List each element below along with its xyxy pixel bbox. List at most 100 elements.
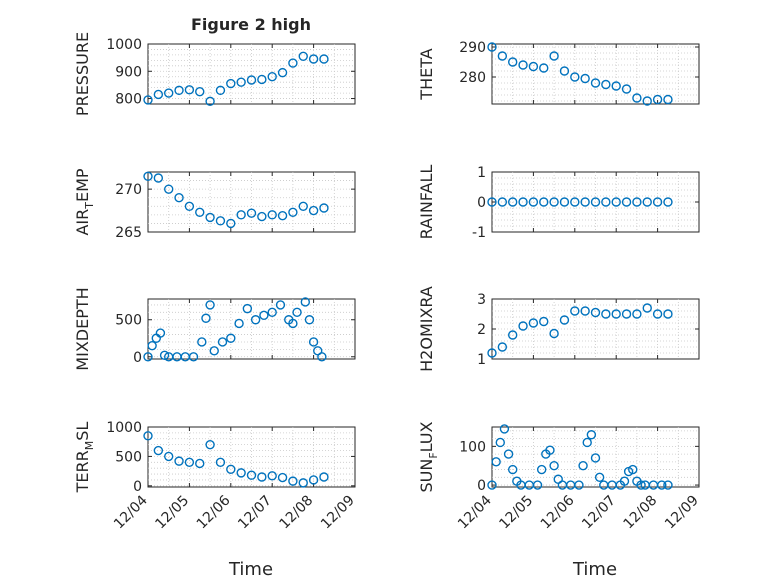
x-tick-label: 12/08 (621, 493, 661, 533)
y-axis-label: PRESSURE (73, 32, 92, 116)
data-point (601, 79, 611, 90)
x-tick-label: 12/06 (194, 492, 234, 532)
data-point (590, 307, 601, 318)
data-point (246, 75, 257, 85)
data-point (267, 72, 277, 82)
subplot-air-temp: 265 270 AIRTEMP (73, 168, 356, 241)
data-point (601, 197, 611, 207)
data-point (267, 210, 277, 220)
data-point (586, 430, 597, 440)
data-point (288, 58, 298, 68)
subplot-h2omixra: 1 2 3 H2OMIXRA (417, 286, 700, 372)
data-point (143, 171, 153, 181)
data-point (308, 475, 319, 485)
data-point (236, 77, 246, 87)
y-tick-label: 290 (459, 40, 486, 56)
data-point (277, 67, 288, 78)
subplot-pressure: 800 900 1000 PRESSURE (73, 32, 356, 116)
data-point (539, 316, 549, 327)
y-tick-label: 2 (477, 322, 486, 338)
data-point (536, 464, 547, 475)
y-axis-label: THETA (417, 48, 436, 100)
data-point (308, 54, 319, 64)
data-point (257, 211, 267, 222)
data-point (250, 315, 261, 325)
data-point (518, 60, 528, 70)
data-point (642, 96, 652, 106)
subplot-sun-flux: 0 100 SUNFLUX 12/04 12/05 12/06 12/07 12/08 12/0… (417, 421, 702, 532)
data-point (298, 51, 308, 61)
data-point (236, 210, 246, 220)
x-tick-label: 12/08 (277, 493, 317, 533)
data-point (582, 437, 592, 448)
data-point (159, 350, 170, 360)
x-tick-label: 12/06 (538, 492, 578, 532)
data-point (652, 94, 663, 105)
data-point (632, 93, 642, 103)
data-point (205, 96, 215, 106)
data-point (205, 439, 215, 450)
data-point (288, 318, 298, 329)
subplot-rainfall: -1 0 1 RAINFALL (417, 165, 700, 241)
y-tick-label: 500 (115, 313, 142, 329)
y-axis-label-main: PRESSURE (73, 32, 92, 116)
y-axis-label-main: THETA (417, 48, 436, 100)
data-point (636, 480, 646, 490)
data-point (621, 309, 632, 319)
data-point (497, 197, 508, 207)
data-point (201, 313, 211, 323)
data-point (300, 297, 311, 307)
data-point (153, 89, 164, 100)
y-tick-label: 0 (133, 350, 142, 366)
data-point (518, 197, 528, 207)
data-point (578, 461, 588, 471)
data-point (594, 472, 605, 483)
data-point (621, 84, 632, 94)
data-point (298, 201, 308, 211)
data-point (549, 197, 559, 207)
data-point (545, 445, 555, 455)
x-axis-label-left: Time (228, 559, 273, 580)
data-point (590, 197, 601, 207)
data-point (174, 193, 184, 203)
data-point (188, 352, 199, 362)
data-point (226, 78, 236, 89)
data-point (559, 197, 570, 207)
y-axis-label-tail: LUX (417, 421, 436, 452)
data-point (267, 471, 277, 481)
y-tick-label: 0 (477, 478, 486, 494)
y-axis-label-main: AIR (73, 209, 92, 236)
data-point (257, 472, 267, 482)
data-point (143, 352, 153, 362)
y-axis-label: SUNFLUX (417, 421, 440, 492)
y-axis-label: MIXDEPTH (73, 287, 92, 370)
y-axis-label-main: RAINFALL (417, 165, 436, 240)
y-axis-label-tail: SL (73, 422, 92, 441)
y-tick-label: 100 (459, 439, 486, 455)
data-point (298, 478, 308, 488)
data-point (632, 309, 642, 319)
y-tick-label: 1 (477, 165, 486, 181)
y-tick-label: 270 (115, 182, 142, 198)
data-point (652, 197, 663, 207)
data-point (580, 73, 590, 84)
y-tick-label: 900 (115, 64, 142, 80)
data-point (267, 307, 277, 318)
x-tick-label: 12/09 (662, 493, 702, 533)
data-point (549, 51, 559, 61)
data-point (143, 95, 153, 105)
subplot-theta: 280 290 THETA (417, 40, 700, 106)
data-point (574, 480, 584, 490)
data-point (663, 94, 673, 105)
data-point (197, 337, 207, 347)
y-axis-label-main: H2OMIXRA (417, 286, 436, 372)
data-point (184, 201, 195, 211)
data-point (528, 318, 539, 328)
data-point (308, 205, 319, 216)
y-tick-label: 500 (115, 449, 142, 465)
data-point (539, 63, 549, 73)
y-axis-label: TERRMSL (73, 422, 96, 494)
data-point (215, 457, 226, 467)
data-point (153, 173, 164, 183)
data-point (663, 197, 673, 207)
